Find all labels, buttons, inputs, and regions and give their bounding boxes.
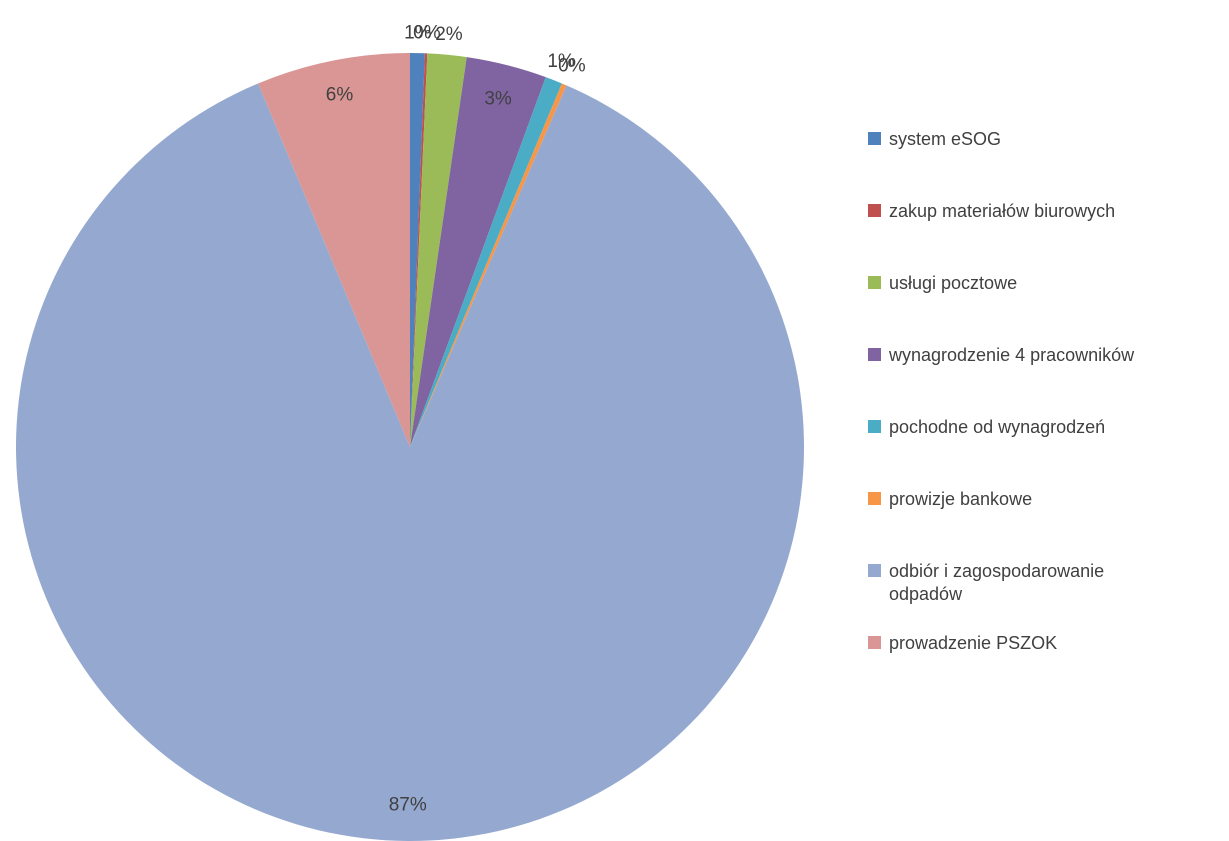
pie-slice [410,53,428,448]
legend-item: prowizje bankowe [868,488,1228,560]
data-label: 87% [389,795,427,816]
legend-item: usługi pocztowe [868,272,1228,344]
data-label: 0% [413,23,441,44]
legend-label: zakup materiałów biurowych [889,201,1116,221]
legend-item: system eSOG [868,128,1228,200]
data-label: 6% [326,84,354,105]
pie-slice [410,77,562,448]
pie-slice [410,53,467,448]
legend-swatch [868,348,881,361]
legend-label: system eSOG [889,129,1002,149]
data-label: 3% [484,88,512,109]
legend-label: prowadzenie PSZOK [889,633,1058,653]
legend-swatch [868,564,881,577]
legend-swatch [868,276,881,289]
data-label: 2% [435,24,463,45]
legend-swatch [868,420,881,433]
data-label: 1% [547,51,575,72]
legend-label: wynagrodzenie 4 pracowników [889,345,1135,365]
legend-item: zakup materiałów biurowych [868,200,1228,272]
pie-slice [410,53,425,447]
legend-item: prowadzenie PSZOK [868,632,1228,704]
legend-label: odbiór i zagospodarowanie odpadów [889,561,1105,604]
legend: system eSOG zakup materiałów biurowych usł… [868,128,1228,704]
legend-label: usługi pocztowe [889,273,1018,293]
legend-item: odbiór i zagospodarowanie odpadów [868,560,1228,632]
pie-slice [410,57,546,448]
data-label: 1% [404,22,432,43]
legend-swatch [868,492,881,505]
pie-slice [16,83,804,841]
legend-swatch [868,132,881,145]
legend-label: pochodne od wynagrodzeń [889,417,1106,437]
data-label: 0% [558,55,586,76]
pie-slice [258,53,410,447]
pie-slice [410,83,567,447]
legend-item: pochodne od wynagrodzeń [868,416,1228,488]
legend-swatch [868,636,881,649]
legend-item: wynagrodzenie 4 pracowników [868,344,1228,416]
legend-label: prowizje bankowe [889,489,1033,509]
legend-swatch [868,204,881,217]
